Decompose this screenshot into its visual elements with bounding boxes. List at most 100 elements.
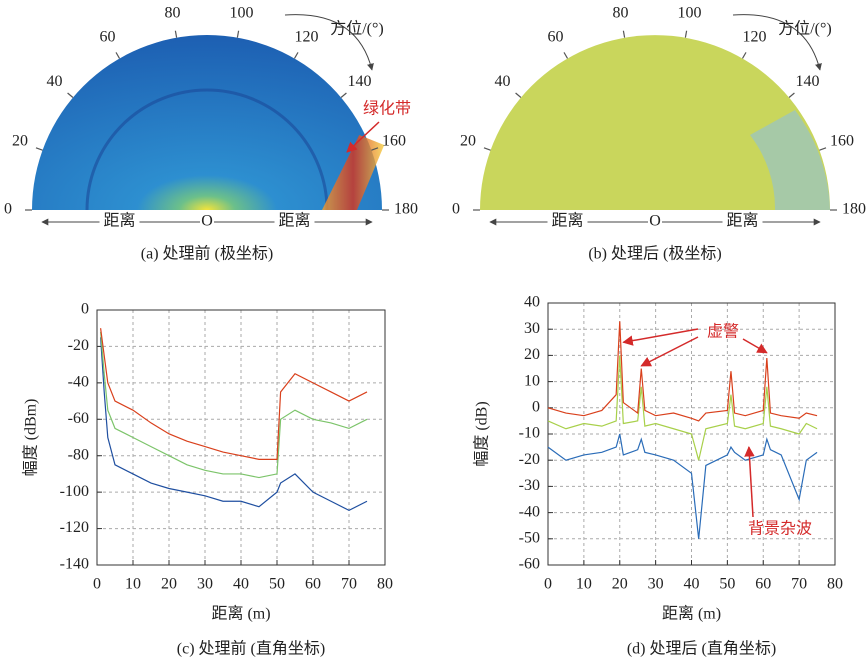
- y-tick-label: 0: [532, 398, 540, 415]
- angle-tick-label: 100: [230, 5, 254, 22]
- y-tick-label: -120: [60, 519, 89, 536]
- label-bg: [274, 213, 315, 231]
- x-tick-label: 50: [719, 576, 735, 593]
- angle-tick-label: 40: [47, 73, 63, 90]
- x-tick-label: 20: [612, 576, 628, 593]
- y-tick-label: -10: [519, 425, 540, 442]
- vegetation-band: [322, 135, 385, 210]
- angle-tick: [563, 52, 569, 59]
- range-label: 距离: [551, 212, 583, 230]
- angle-tick-label: 180: [842, 201, 866, 218]
- x-tick-label: 80: [827, 576, 843, 593]
- angle-tick-label: 80: [612, 5, 628, 22]
- x-tick-label: 0: [544, 576, 552, 593]
- angle-tick: [35, 147, 43, 151]
- y-tick-label: -60: [68, 410, 89, 427]
- angle-tick-label: 20: [460, 133, 476, 150]
- x-tick-label: 50: [269, 576, 285, 593]
- radar-image: [32, 35, 382, 211]
- y-tick-label: -60: [519, 556, 540, 573]
- angle-tick-label: 20: [12, 133, 28, 150]
- label-bg: [648, 213, 662, 231]
- angle-tick: [622, 30, 626, 38]
- y-tick-label: -50: [519, 529, 540, 546]
- annotation-arrow: [742, 338, 768, 354]
- x-axis-label: 距离 (m): [211, 605, 270, 623]
- angle-tick-label: 120: [295, 28, 319, 45]
- angle-tick: [684, 30, 688, 38]
- angle-tick: [483, 147, 491, 151]
- series-line: [100, 328, 368, 460]
- x-tick-label: 70: [341, 576, 357, 593]
- angle-tick: [293, 52, 299, 59]
- y-tick-label: 30: [524, 320, 540, 337]
- x-tick-label: 30: [197, 576, 213, 593]
- x-tick-label: 40: [233, 576, 249, 593]
- x-tick-label: 10: [576, 576, 592, 593]
- plot-frame: [96, 309, 386, 566]
- annotation: 虚警: [707, 323, 739, 341]
- angle-tick-label: 100: [678, 5, 702, 22]
- axis-label: 方位/(°): [330, 20, 384, 38]
- plot-frame: [547, 302, 836, 566]
- y-tick-label: 0: [81, 301, 89, 318]
- series-line: [547, 355, 818, 461]
- azimuth-arrow: [732, 14, 822, 71]
- y-tick-label: -140: [60, 556, 89, 573]
- angle-tick: [515, 92, 522, 98]
- annotation-arrow: [346, 121, 380, 153]
- y-tick-label: -20: [68, 337, 89, 354]
- angle-tick-label: 40: [495, 73, 511, 90]
- angle-tick-label: 140: [795, 73, 819, 90]
- y-tick-label: -20: [519, 451, 540, 468]
- label-bg: [547, 213, 588, 231]
- y-tick-label: 10: [524, 372, 540, 389]
- range-label: 距离: [278, 212, 310, 230]
- caption: (c) 处理前 (直角坐标): [177, 640, 325, 658]
- angle-tick: [236, 30, 240, 38]
- caption: (b) 处理后 (极坐标): [588, 245, 721, 263]
- x-tick-label: 60: [305, 576, 321, 593]
- caption: (d) 处理后 (直角坐标): [627, 640, 776, 658]
- azimuth-arrow: [284, 14, 374, 71]
- annotation-arrow: [622, 328, 699, 346]
- y-tick-label: -80: [68, 446, 89, 463]
- label-bg: [99, 213, 140, 231]
- range-ring: [85, 88, 329, 211]
- angle-tick-label: 160: [382, 133, 406, 150]
- angle-tick: [174, 30, 178, 38]
- range-label: 距离: [726, 212, 758, 230]
- angle-tick: [67, 92, 74, 98]
- annotation-arrow: [640, 336, 699, 367]
- y-tick-label: 20: [524, 346, 540, 363]
- angle-tick-label: 140: [347, 73, 371, 90]
- x-tick-label: 70: [791, 576, 807, 593]
- angle-tick: [371, 147, 379, 151]
- y-tick-label: 40: [524, 294, 540, 311]
- label-bg: [722, 213, 763, 231]
- series-line: [100, 337, 368, 512]
- angle-tick: [340, 92, 347, 98]
- radar-image: [480, 35, 830, 211]
- y-axis-label: 幅度 (dB): [473, 401, 491, 466]
- series-line: [100, 331, 368, 479]
- x-tick-label: 60: [755, 576, 771, 593]
- angle-tick: [788, 92, 795, 98]
- angle-tick-label: 0: [4, 201, 12, 218]
- caption: (a) 处理前 (极坐标): [141, 245, 273, 263]
- x-tick-label: 20: [161, 576, 177, 593]
- x-tick-label: 0: [93, 576, 101, 593]
- range-label: 距离: [103, 212, 135, 230]
- angle-tick: [819, 147, 827, 151]
- series-line: [547, 321, 818, 422]
- origin-label: O: [201, 213, 213, 230]
- annotation: 绿化带: [363, 100, 411, 118]
- angle-tick-label: 160: [830, 133, 854, 150]
- angle-tick-label: 180: [394, 201, 418, 218]
- label-bg: [200, 213, 214, 231]
- x-axis-label: 距离 (m): [662, 605, 721, 623]
- angle-tick-label: 60: [548, 28, 564, 45]
- series-line: [547, 433, 818, 539]
- y-axis-label: 幅度 (dBm): [22, 399, 40, 477]
